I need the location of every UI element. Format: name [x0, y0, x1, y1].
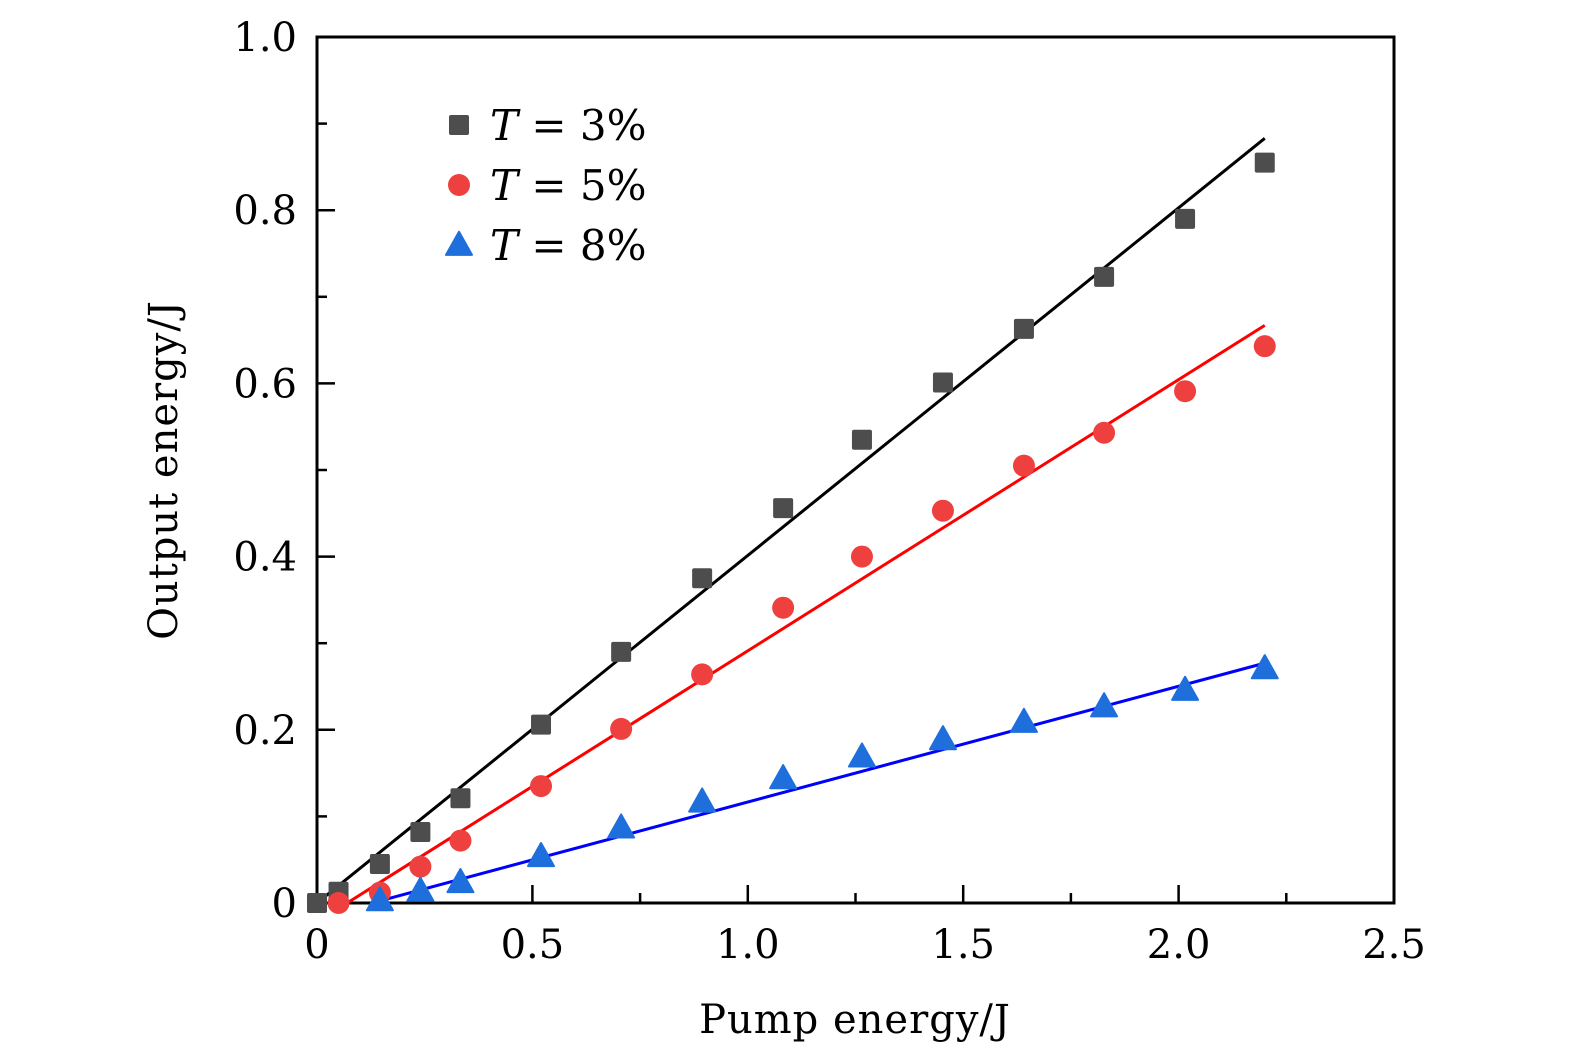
tick-labels: 0 0.5 1.0 1.5 2.0 2.5 0 0.2 0.4 0.6 0.8 1.0 — [233, 15, 1425, 968]
square-point — [1094, 266, 1115, 287]
circle-point — [530, 775, 553, 798]
y-tick-label: 0.8 — [233, 188, 297, 234]
y-axis-title: Output energy/J — [141, 300, 187, 640]
legend-square-icon — [449, 115, 469, 135]
legend-label: T = 5% — [490, 161, 647, 210]
circle-point — [1174, 380, 1197, 403]
legend-value: = 5% — [518, 161, 647, 210]
circle-point — [772, 596, 795, 619]
legend-value: = 3% — [518, 101, 647, 150]
square-point — [692, 568, 713, 589]
fit-line — [316, 137, 1266, 905]
legend-variable: T — [490, 161, 521, 210]
fit-lines — [316, 137, 1266, 905]
x-tick-label: 2.0 — [1147, 922, 1211, 968]
square-point — [307, 893, 327, 913]
legend-triangle-icon — [445, 230, 473, 256]
circle-point — [691, 663, 714, 686]
y-tick-label: 0.4 — [233, 535, 297, 581]
x-tick-label: 1.5 — [931, 922, 995, 968]
circle-point — [931, 499, 954, 522]
y-tick-label: 0.2 — [233, 708, 297, 754]
y-tick-label: 0 — [272, 881, 297, 927]
circle-point — [1012, 454, 1035, 477]
square-point — [410, 821, 431, 842]
circle-point — [327, 892, 350, 914]
fit-line — [346, 324, 1266, 905]
square-point — [369, 854, 390, 875]
legend-value: = 8% — [518, 221, 647, 270]
triangle-point — [688, 787, 717, 813]
y-tick-label: 1.0 — [233, 15, 297, 61]
circle-point — [409, 855, 432, 878]
x-tick-label: 1.0 — [716, 922, 780, 968]
square-point — [531, 714, 552, 735]
legend-variable: T — [490, 101, 521, 150]
circle-point — [850, 545, 873, 568]
legend-variable: T — [490, 221, 521, 270]
square-point — [851, 429, 872, 450]
circle-point — [449, 829, 472, 852]
square-point — [932, 372, 953, 393]
triangle-point — [928, 725, 957, 751]
legend-circle-icon — [448, 174, 470, 196]
data-markers — [307, 152, 1279, 914]
triangle-point — [1171, 675, 1200, 701]
fit-line — [381, 661, 1266, 902]
triangle-point — [1009, 707, 1038, 733]
triangle-point — [365, 886, 394, 912]
square-point — [611, 641, 632, 662]
square-point — [450, 788, 471, 809]
legend-label: T = 3% — [490, 101, 647, 150]
square-point — [1175, 208, 1196, 229]
legend: T = 3%T = 5%T = 8% — [445, 101, 647, 270]
legend-label: T = 8% — [490, 221, 647, 270]
triangle-point — [1090, 692, 1119, 718]
square-point — [773, 498, 794, 519]
circle-point — [1093, 421, 1116, 444]
triangle-point — [1250, 654, 1279, 680]
triangle-point — [446, 868, 475, 894]
x-tick-label: 0.5 — [501, 922, 565, 968]
y-tick-label: 0.6 — [233, 361, 297, 407]
x-tick-label: 0 — [304, 922, 329, 968]
circle-point — [1253, 335, 1276, 358]
x-tick-label: 2.5 — [1362, 922, 1426, 968]
x-axis-title: Pump energy/J — [699, 997, 1011, 1043]
triangle-point — [847, 742, 876, 768]
triangle-point — [769, 764, 798, 790]
square-point — [1254, 152, 1275, 173]
triangle-point — [527, 842, 556, 868]
circle-point — [610, 717, 633, 740]
square-point — [1013, 318, 1034, 339]
triangle-point — [607, 813, 636, 839]
triangle-point — [406, 876, 435, 902]
